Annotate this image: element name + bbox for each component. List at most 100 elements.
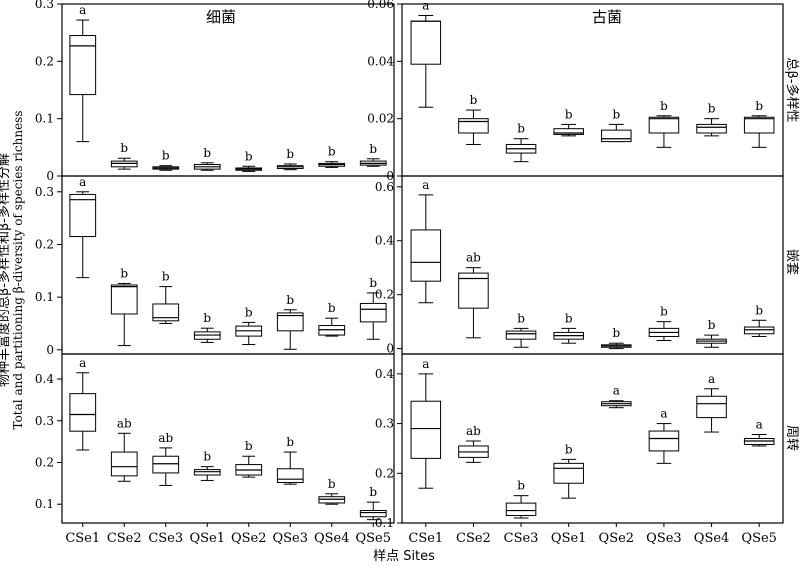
box-CSe2: b	[110, 141, 138, 170]
x-tick-label: QSe3	[646, 531, 682, 546]
y-tick-label: 0.1	[35, 290, 54, 304]
iqr-box	[743, 326, 775, 335]
significance-letter: a	[79, 356, 86, 370]
box-QSe1: b	[193, 450, 221, 481]
box-QSe2: b	[235, 305, 263, 346]
box-QSe4: b	[696, 102, 727, 137]
row-label-turnover: 周转	[784, 425, 799, 451]
iqr-box	[553, 462, 584, 484]
box-CSe3: b	[505, 122, 537, 163]
significance-letter: b	[286, 293, 294, 307]
significance-letter: b	[245, 149, 253, 163]
box-QSe1: b	[193, 146, 221, 171]
iqr-box	[505, 502, 537, 517]
significance-letter: b	[369, 142, 377, 156]
panel-frame	[401, 175, 784, 355]
y-tick-label: 0	[386, 342, 394, 356]
significance-letter: b	[162, 149, 170, 163]
y-tick-label: 0.2	[35, 455, 54, 469]
box-QSe3: b	[276, 293, 304, 350]
box-QSe1: b	[553, 442, 584, 499]
significance-letter: b	[755, 99, 763, 113]
box-QSe5: b	[359, 485, 387, 521]
box-QSe4: b	[318, 301, 346, 337]
x-tick-label: QSe4	[314, 531, 350, 546]
box-CSe2: ab	[458, 251, 489, 339]
iqr-box	[410, 229, 442, 282]
box-QSe1: b	[553, 107, 584, 137]
box-QSe4: b	[318, 477, 346, 505]
significance-letter: b	[708, 102, 716, 116]
x-tick-label: QSe1	[189, 531, 225, 546]
x-tick-label: CSe2	[107, 531, 142, 546]
y-tick-label: 0.4	[375, 234, 394, 248]
iqr-box	[276, 312, 304, 332]
iqr-box	[696, 123, 727, 134]
box-QSe5: b	[743, 99, 775, 148]
significance-letter: a	[79, 3, 86, 17]
box-QSe5: b	[359, 276, 387, 340]
significance-letter: b	[369, 276, 377, 290]
significance-letter: ab	[466, 251, 481, 265]
significance-letter: b	[517, 311, 525, 325]
significance-letter: b	[565, 442, 573, 456]
box-QSe5: b	[359, 142, 387, 167]
significance-letter: a	[708, 372, 715, 386]
significance-letter: b	[612, 326, 620, 340]
x-tick-label: CSe1	[65, 531, 100, 546]
box-CSe3: b	[505, 479, 537, 519]
significance-letter: b	[328, 145, 336, 159]
y-axis-title-line1: 物种丰富度的总β-多样性和β-多样性分解	[0, 153, 12, 387]
box-CSe1: a	[410, 0, 442, 108]
y-tick-label: 0.6	[375, 180, 394, 194]
box-CSe2: ab	[458, 424, 489, 463]
y-axis-title-line2: Total and partitioning β-diversity of sp…	[11, 111, 25, 430]
iqr-box	[69, 193, 97, 238]
iqr-box	[110, 451, 138, 477]
box-QSe4: a	[696, 372, 727, 433]
significance-letter: b	[328, 477, 336, 491]
y-tick-label: 0	[46, 343, 54, 357]
box-QSe2: b	[601, 326, 632, 350]
iqr-box	[318, 496, 346, 504]
box-CSe1: a	[69, 356, 97, 451]
x-tick-label: QSe2	[231, 531, 267, 546]
significance-letter: b	[517, 122, 525, 136]
iqr-box	[359, 302, 387, 323]
x-tick-label: QSe3	[272, 531, 308, 546]
panel-bacteria-nested: 0 0.1 0.2 0.3 a b b b b b b b	[35, 175, 395, 357]
iqr-box	[193, 469, 221, 476]
significance-letter: b	[565, 107, 573, 121]
box-QSe1: b	[193, 311, 221, 343]
box-CSe1: a	[69, 3, 97, 143]
box-CSe3: b	[505, 311, 537, 348]
panel-frame	[61, 353, 395, 524]
significance-letter: b	[470, 93, 478, 107]
y-tick-label: 0	[46, 169, 54, 183]
x-tick-label: QSe5	[741, 531, 777, 546]
significance-letter: a	[613, 384, 620, 398]
significance-letter: b	[203, 146, 211, 160]
iqr-box	[458, 118, 489, 134]
panel-bacteria-turnover: 0.1 0.2 0.3 0.4 a ab ab b b b b b CSe1 CSe2 CSe3 QSe1 QS…	[35, 353, 395, 546]
y-tick-label: 0.04	[367, 54, 394, 68]
significance-letter: a	[79, 175, 86, 189]
x-tick-label: CSe2	[456, 531, 491, 546]
box-QSe4: b	[696, 318, 727, 348]
iqr-box	[110, 284, 138, 315]
row-label-total: 总β-多样性	[784, 58, 800, 123]
box-QSe3: b	[648, 99, 680, 148]
box-QSe3: b	[276, 435, 304, 485]
x-tick-label: QSe5	[355, 531, 391, 546]
y-tick-label: 0.1	[35, 497, 54, 511]
y-tick-label: 0.2	[35, 237, 54, 251]
box-QSe3: a	[648, 407, 680, 464]
significance-letter: a	[422, 357, 429, 371]
box-QSe2: b	[235, 439, 263, 478]
iqr-box	[648, 116, 680, 134]
panel-frame	[401, 3, 784, 177]
y-tick-label: 0.2	[375, 466, 394, 480]
